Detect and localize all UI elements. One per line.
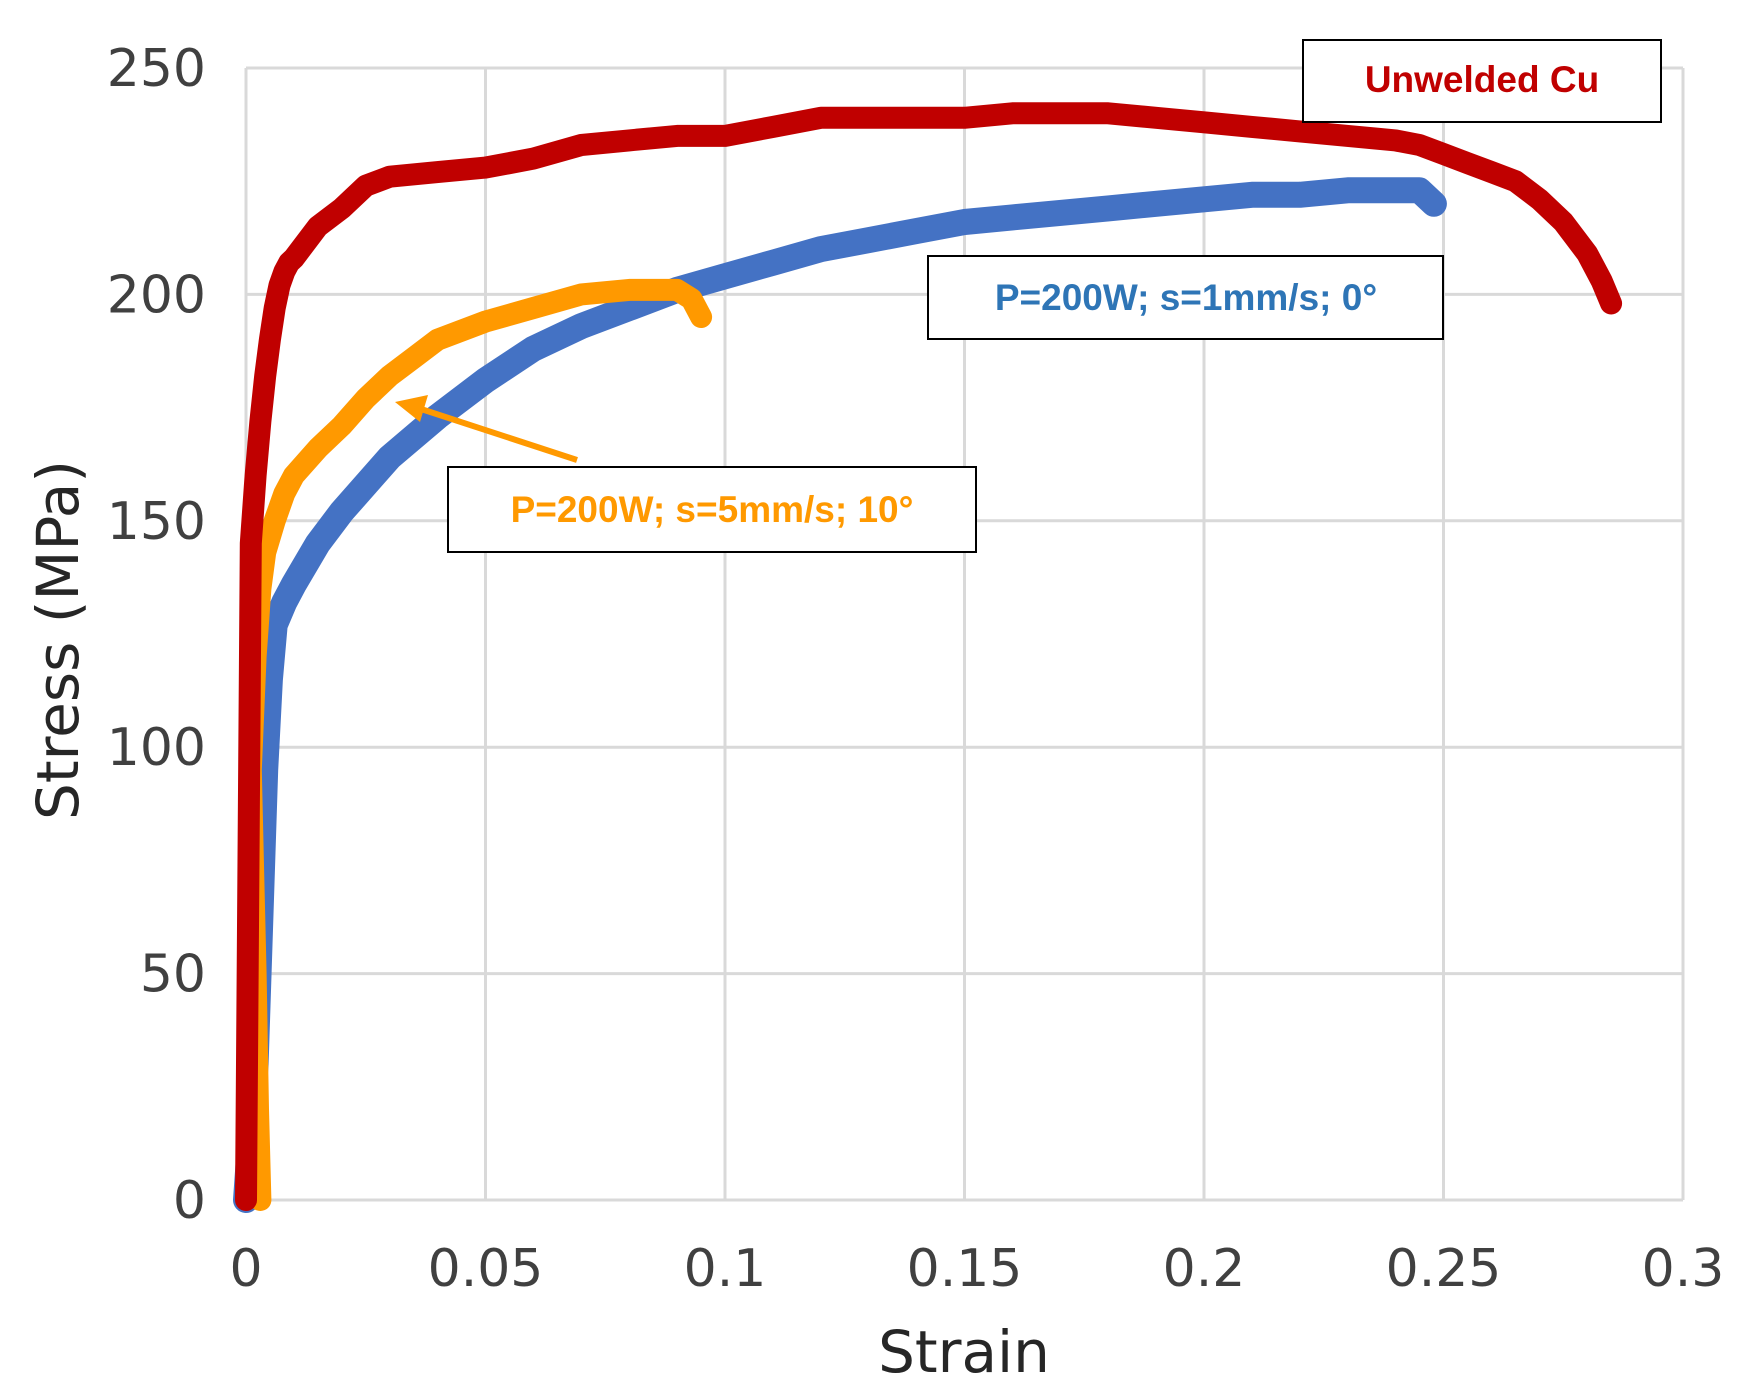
arrow-annotation [395, 395, 578, 463]
x-tick-label: 0.1 [684, 1239, 767, 1299]
label-series-5mm: P=200W; s=5mm/s; 10° [447, 466, 977, 553]
y-axis-title: Stress (MPa) [24, 460, 92, 820]
label-box-unwelded-cu [1302, 39, 1662, 123]
arrow-head [395, 395, 428, 422]
y-tick-label: 150 [107, 492, 206, 552]
y-axis-ticks: 0 50 100 150 200 250 [107, 39, 206, 1231]
x-axis-ticks: 0 0.05 0.1 0.15 0.2 0.25 0.3 [229, 1239, 1724, 1299]
y-tick-label: 250 [107, 39, 206, 99]
y-tick-label: 200 [107, 265, 206, 325]
label-box-1mm [927, 255, 1444, 340]
series-line-1mm-per-s [233, 177, 1447, 1213]
arrow-shaft [417, 405, 578, 463]
gridlines [244, 66, 1685, 1202]
series-line-unwelded-cu [235, 102, 1623, 1211]
x-tick-label: 0.2 [1163, 1239, 1246, 1299]
series-lines [233, 102, 1623, 1213]
x-axis-title: Strain [878, 1318, 1050, 1386]
x-tick-label: 0 [229, 1239, 262, 1299]
x-tick-label: 0.3 [1642, 1239, 1725, 1299]
y-tick-label: 50 [140, 945, 206, 1005]
label-series-1mm: P=200W; s=1mm/s; 0° [927, 255, 1444, 340]
label-unwelded-cu: Unwelded Cu [1302, 39, 1662, 123]
x-tick-label: 0.15 [907, 1239, 1023, 1299]
label-1mm-text: P=200W; s=1mm/s; 0° [995, 277, 1377, 318]
y-tick-label: 0 [173, 1171, 206, 1231]
y-tick-label: 100 [107, 718, 206, 778]
x-tick-label: 0.05 [428, 1239, 544, 1299]
label-unwelded-cu-text: Unwelded Cu [1365, 59, 1599, 100]
x-tick-label: 0.25 [1386, 1239, 1502, 1299]
label-5mm-text: P=200W; s=5mm/s; 10° [511, 489, 914, 530]
label-box-5mm [447, 466, 977, 553]
